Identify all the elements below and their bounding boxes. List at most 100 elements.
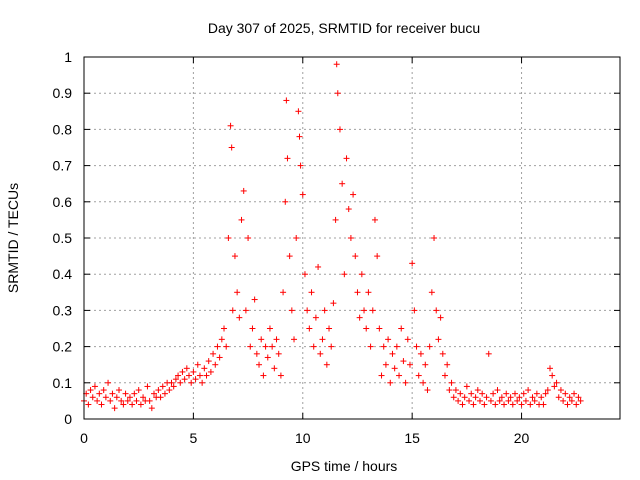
data-point (310, 343, 317, 350)
data-point (262, 343, 269, 350)
y-tick-label: 0.8 (53, 121, 73, 137)
data-point (483, 394, 490, 401)
data-point (406, 361, 413, 368)
data-point (140, 394, 147, 401)
data-point (124, 397, 131, 404)
data-point (564, 401, 571, 408)
data-point (308, 289, 315, 296)
data-point (284, 155, 291, 162)
data-point (146, 397, 153, 404)
data-point (161, 390, 168, 397)
data-point (511, 390, 518, 397)
data-point (196, 372, 203, 379)
data-point (328, 343, 335, 350)
data-point (476, 397, 483, 404)
x-tick-label: 10 (295, 430, 311, 446)
data-point (113, 394, 120, 401)
data-point (566, 394, 573, 401)
data-point (118, 397, 125, 404)
data-point (85, 401, 92, 408)
data-point (266, 325, 273, 332)
data-point (426, 343, 433, 350)
grid (84, 57, 620, 419)
data-point (544, 387, 551, 394)
data-point (205, 358, 212, 365)
data-point (157, 394, 164, 401)
data-point (91, 383, 98, 390)
data-point (98, 401, 105, 408)
data-point (474, 387, 481, 394)
data-point (492, 401, 499, 408)
data-point (361, 307, 368, 314)
data-point (236, 314, 243, 321)
data-point (179, 368, 186, 375)
x-axis-label: GPS time / hours (291, 458, 398, 474)
data-point (301, 271, 308, 278)
axis-ticks (83, 56, 620, 420)
data-point (333, 61, 340, 68)
data-point (240, 187, 247, 194)
data-point (385, 336, 392, 343)
data-point (490, 390, 497, 397)
data-point (155, 387, 162, 394)
data-point (415, 372, 422, 379)
data-point (177, 379, 184, 386)
data-point (107, 397, 114, 404)
y-tick-label: 0.7 (53, 158, 73, 174)
data-point (452, 387, 459, 394)
data-point (470, 401, 477, 408)
data-point (516, 394, 523, 401)
data-point (525, 387, 532, 394)
data-point (568, 397, 575, 404)
data-point (352, 253, 359, 260)
data-point (223, 343, 230, 350)
data-point (126, 394, 133, 401)
data-point (319, 336, 326, 343)
data-point (553, 379, 560, 386)
data-point (560, 397, 567, 404)
data-point (214, 343, 221, 350)
data-point (391, 365, 398, 372)
data-point (354, 289, 361, 296)
data-point (533, 390, 540, 397)
data-point (111, 405, 118, 412)
data-point (439, 350, 446, 357)
y-tick-label: 0.9 (53, 85, 73, 101)
data-point (369, 307, 376, 314)
data-point (396, 372, 403, 379)
data-point (424, 387, 431, 394)
y-tick-label: 0.2 (53, 339, 73, 355)
data-point (181, 376, 188, 383)
data-point (529, 394, 536, 401)
data-point (343, 155, 350, 162)
data-point (347, 235, 354, 241)
data-point (417, 350, 424, 357)
data-point (382, 361, 389, 368)
data-point (562, 390, 569, 397)
data-point (409, 260, 416, 267)
data-point (455, 397, 462, 404)
data-point (131, 390, 138, 397)
data-point (571, 390, 578, 397)
data-point (297, 162, 304, 169)
data-point (444, 361, 451, 368)
data-point (225, 235, 232, 241)
data-point (166, 387, 173, 394)
data-point (144, 383, 151, 390)
data-point (479, 390, 486, 397)
data-point (295, 108, 302, 115)
y-tick-label: 0.5 (53, 230, 73, 246)
data-point (231, 253, 238, 260)
data-point (249, 325, 256, 332)
data-point (350, 191, 357, 198)
data-point (216, 354, 223, 361)
data-point (304, 307, 311, 314)
data-point (87, 387, 94, 394)
data-point (389, 350, 396, 357)
data-point (258, 336, 265, 343)
data-point (228, 144, 235, 151)
data-point (238, 216, 245, 223)
data-point (363, 325, 370, 332)
data-point (411, 307, 418, 314)
